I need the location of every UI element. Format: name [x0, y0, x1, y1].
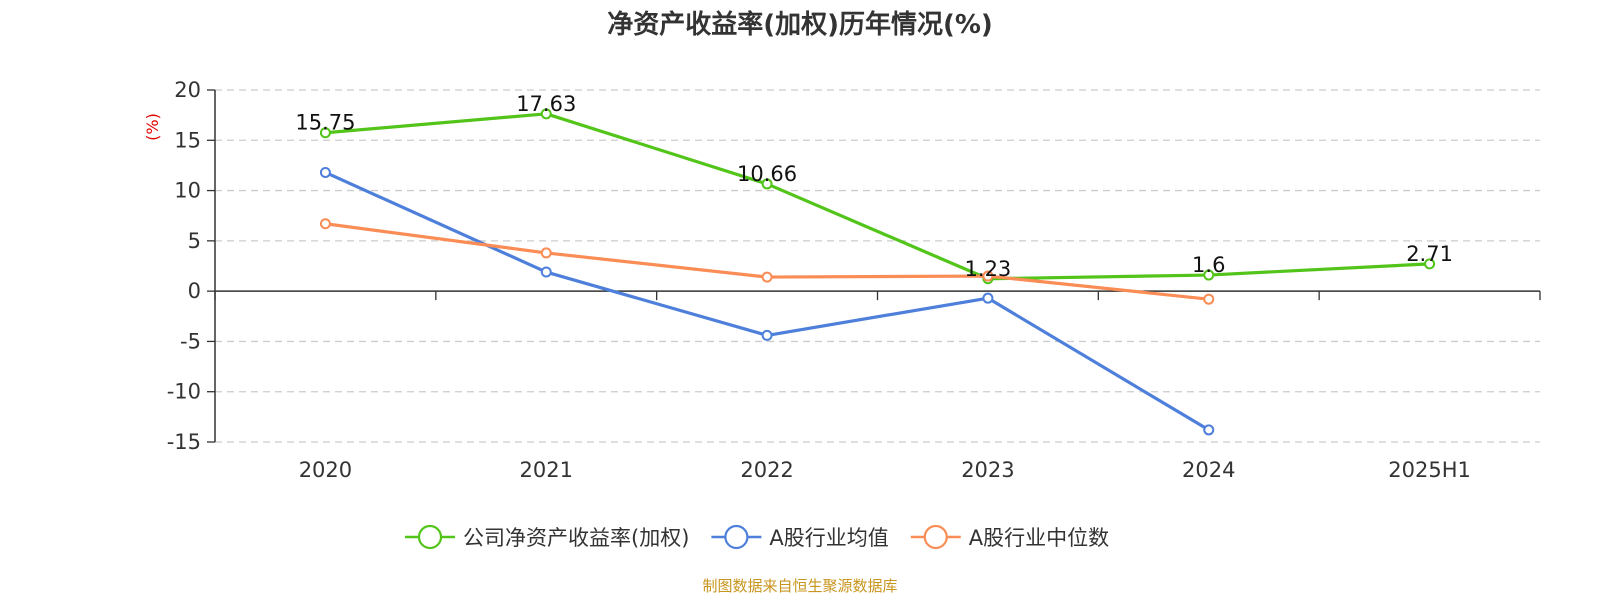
data-point: [761, 178, 773, 190]
x-tick-label: 2025H1: [1388, 458, 1471, 482]
y-tick-label: 5: [188, 229, 201, 253]
y-tick-label: 10: [174, 179, 201, 203]
legend-circle-icon: [417, 524, 443, 550]
y-axis-label: (%): [143, 113, 162, 141]
source-note: 制图数据来自恒生聚源数据库: [702, 577, 897, 595]
data-point: [982, 292, 994, 304]
data-label: 10.66: [737, 162, 797, 186]
x-tick-label: 2022: [740, 458, 793, 482]
data-label: 1.6: [1192, 253, 1225, 277]
axes: 20 15 10 5 0 -5 -10 -15 2020 2021 2022 2023 2024 2025…: [167, 78, 1541, 482]
data-point: [540, 266, 552, 278]
data-point: [319, 127, 331, 139]
data-point: [1203, 269, 1215, 281]
legend-label: A股行业均值: [769, 526, 888, 550]
y-tick-label: 15: [174, 128, 201, 152]
chart-title: 净资产收益率(加权)历年情况(%): [607, 9, 993, 40]
legend-circle-icon: [724, 524, 749, 550]
data-point: [1203, 293, 1215, 305]
x-tick-label: 2023: [961, 458, 1014, 482]
data-point: [761, 329, 773, 341]
y-tick-label: 20: [174, 78, 201, 102]
series-line: [325, 112, 1430, 281]
data-point: [540, 108, 552, 120]
y-tick-label: -10: [167, 380, 201, 404]
legend-label: A股行业中位数: [969, 526, 1109, 550]
legend-circle-icon: [923, 524, 948, 550]
series-lines: [319, 108, 1436, 436]
legend[interactable]: 公司净资产收益率(加权) A股行业均值 A股行业中位数: [405, 524, 1109, 550]
data-point: [540, 247, 552, 259]
series-line: [325, 222, 1209, 301]
data-point: [319, 166, 331, 178]
legend-item[interactable]: 公司净资产收益率(加权): [405, 524, 689, 550]
legend-item[interactable]: A股行业均值: [711, 524, 889, 550]
grid-lines: [215, 89, 1540, 443]
legend-label: 公司净资产收益率(加权): [463, 526, 689, 550]
data-labels: 15.75 17.63 10.66 1.23 1.6 2.71: [295, 92, 1453, 281]
data-point: [761, 271, 773, 283]
data-point: [982, 270, 994, 282]
x-tick-label: 2024: [1182, 458, 1235, 482]
data-point: [1203, 424, 1215, 436]
y-tick-label: -15: [167, 430, 201, 454]
x-tick-label: 2020: [299, 458, 352, 482]
data-label: 1.23: [965, 257, 1012, 281]
data-point: [319, 218, 331, 230]
y-tick-label: 0: [188, 279, 201, 303]
x-tick-label: 2021: [520, 458, 573, 482]
data-label: 2.71: [1406, 242, 1453, 266]
data-point: [1424, 258, 1436, 270]
data-label: 15.75: [295, 111, 355, 135]
y-tick-label: -5: [180, 329, 201, 353]
legend-item[interactable]: A股行业中位数: [910, 524, 1109, 550]
data-label: 17.63: [516, 92, 576, 116]
